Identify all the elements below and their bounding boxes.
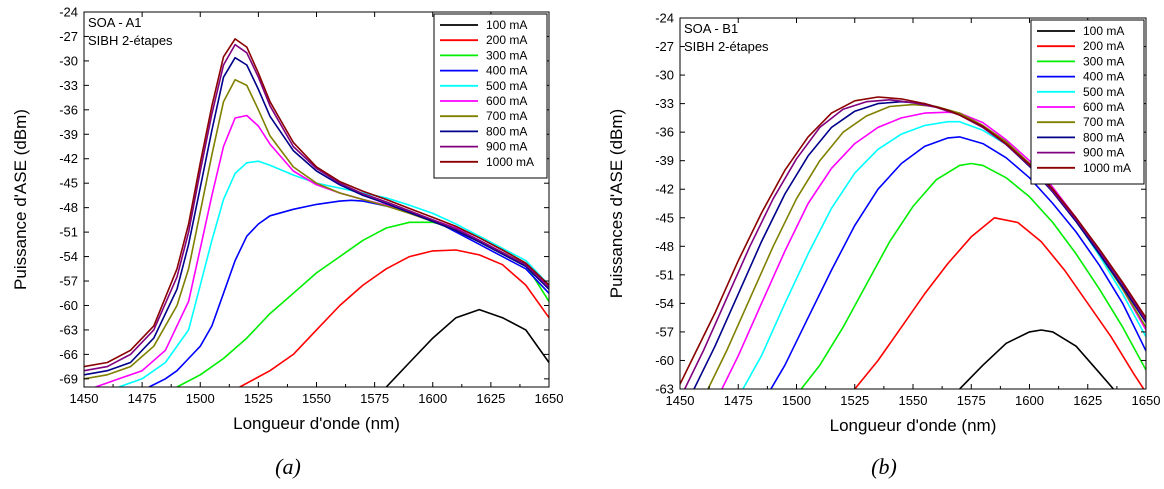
legend-label: 600 mA xyxy=(486,94,527,108)
legend-label: 600 mA xyxy=(1083,100,1124,114)
y-tick-label: -69 xyxy=(59,371,78,386)
x-tick-label: 1500 xyxy=(782,393,811,408)
y-tick-label: -39 xyxy=(59,127,78,142)
legend-label: 500 mA xyxy=(1083,85,1124,99)
y-tick-label: -60 xyxy=(59,298,78,313)
x-tick-label: 1650 xyxy=(535,391,564,406)
y-tick-label: -42 xyxy=(59,151,78,166)
y-tick-label: -63 xyxy=(655,382,674,397)
y-tick-label: -39 xyxy=(655,153,674,168)
x-tick-label: 1600 xyxy=(418,391,447,406)
series-line-800-ma xyxy=(84,56,549,376)
y-tick-label: -36 xyxy=(59,102,78,117)
series-line-100-ma xyxy=(385,308,549,387)
chart-panel-b: 1450 1475 1500 1525 1550 1575 1600 1625 1650 -24 -… xyxy=(607,11,1160,436)
x-axis-title: Longueur d'onde (nm) xyxy=(233,414,400,433)
x-tick-label: 1525 xyxy=(840,393,869,408)
series-line-1000-ma xyxy=(84,38,549,368)
legend-box xyxy=(433,13,548,179)
y-axis-title: Puissance d'ASE (dBm) xyxy=(11,109,30,290)
series-line-200-ma xyxy=(239,249,549,387)
annotation-text: SIBH 2-étapes xyxy=(684,39,769,54)
y-tick-label: -51 xyxy=(59,225,78,240)
y-tick-label: -54 xyxy=(59,249,78,264)
x-axis-title: Longueur d'onde (nm) xyxy=(830,416,997,435)
series-line-1000-ma xyxy=(680,96,1146,385)
y-tick-label: -45 xyxy=(59,176,78,191)
legend-label: 800 mA xyxy=(1083,130,1124,144)
series-line-900-ma xyxy=(683,99,1146,389)
x-tick-label: 1575 xyxy=(957,393,986,408)
y-tick-label: -48 xyxy=(59,200,78,215)
x-tick-label: 1550 xyxy=(899,393,928,408)
y-tick-label: -27 xyxy=(59,29,78,44)
x-tick-label: 1450 xyxy=(70,391,99,406)
legend-box xyxy=(1030,19,1145,185)
legend-label: 300 mA xyxy=(486,48,527,62)
chart-panel-a: 1450 1475 1500 1525 1550 1575 1600 1625 1650 -24 -… xyxy=(11,5,563,434)
legend-label: 400 mA xyxy=(1083,70,1124,84)
y-tick-label: -33 xyxy=(655,96,674,111)
x-tick-label: 1525 xyxy=(244,391,273,406)
y-tick-label: -42 xyxy=(655,182,674,197)
y-axis-title: Puissances d'ASE (dBm) xyxy=(607,109,626,298)
y-tick-label: -30 xyxy=(655,68,674,83)
annotation-text: SOA - A1 xyxy=(88,15,141,30)
y-tick-label: -60 xyxy=(655,353,674,368)
y-tick-label: -36 xyxy=(655,125,674,140)
legend-label: 1000 mA xyxy=(1083,161,1131,175)
legend-label: 500 mA xyxy=(486,79,527,93)
y-tick-label: -24 xyxy=(59,5,78,20)
caption-b: (b) xyxy=(871,454,897,479)
y-tick-label: -57 xyxy=(655,324,674,339)
y-tick-label: -33 xyxy=(59,78,78,93)
y-tick-label: -27 xyxy=(655,39,674,54)
series-group xyxy=(680,96,1146,389)
legend-label: 900 mA xyxy=(1083,146,1124,160)
legend-label: 400 mA xyxy=(486,64,527,78)
caption-a: (a) xyxy=(275,454,301,479)
legend-label: 200 mA xyxy=(486,33,527,47)
x-tick-label: 1600 xyxy=(1015,393,1044,408)
y-tick-label: -66 xyxy=(59,347,78,362)
x-tick-label: 1475 xyxy=(128,391,157,406)
y-tick-label: -45 xyxy=(655,210,674,225)
y-tick-label: -51 xyxy=(655,267,674,282)
legend-label: 700 mA xyxy=(486,109,527,123)
x-tick-label: 1575 xyxy=(360,391,389,406)
y-tick-label: -30 xyxy=(59,53,78,68)
legend-label: 100 mA xyxy=(1083,24,1124,38)
series-group xyxy=(84,38,549,387)
y-tick-label: -63 xyxy=(59,322,78,337)
legend-label: 300 mA xyxy=(1083,54,1124,68)
legend-label: 900 mA xyxy=(486,140,527,154)
series-line-400-ma xyxy=(148,199,549,387)
legend-label: 800 mA xyxy=(486,124,527,138)
x-tick-label: 1500 xyxy=(186,391,215,406)
legend-label: 1000 mA xyxy=(486,155,534,169)
series-line-300-ma xyxy=(800,162,1146,389)
series-line-200-ma xyxy=(854,217,1145,389)
y-tick-label: -57 xyxy=(59,274,78,289)
x-tick-label: 1650 xyxy=(1132,393,1161,408)
annotation-text: SOA - B1 xyxy=(684,21,738,36)
y-tick-label: -24 xyxy=(655,11,674,26)
series-line-100-ma xyxy=(959,329,1115,389)
series-line-900-ma xyxy=(84,43,549,372)
series-line-400-ma xyxy=(770,136,1146,389)
legend-label: 200 mA xyxy=(1083,39,1124,53)
y-tick-label: -48 xyxy=(655,239,674,254)
x-tick-label: 1475 xyxy=(724,393,753,408)
x-tick-label: 1625 xyxy=(1073,393,1102,408)
annotation-text: SIBH 2-étapes xyxy=(88,33,173,48)
x-tick-label: 1450 xyxy=(666,393,695,408)
series-line-500-ma xyxy=(118,160,549,387)
legend-label: 700 mA xyxy=(1083,115,1124,129)
legend-label: 100 mA xyxy=(486,18,527,32)
y-tick-label: -54 xyxy=(655,296,674,311)
x-tick-label: 1550 xyxy=(302,391,331,406)
x-tick-label: 1625 xyxy=(476,391,505,406)
